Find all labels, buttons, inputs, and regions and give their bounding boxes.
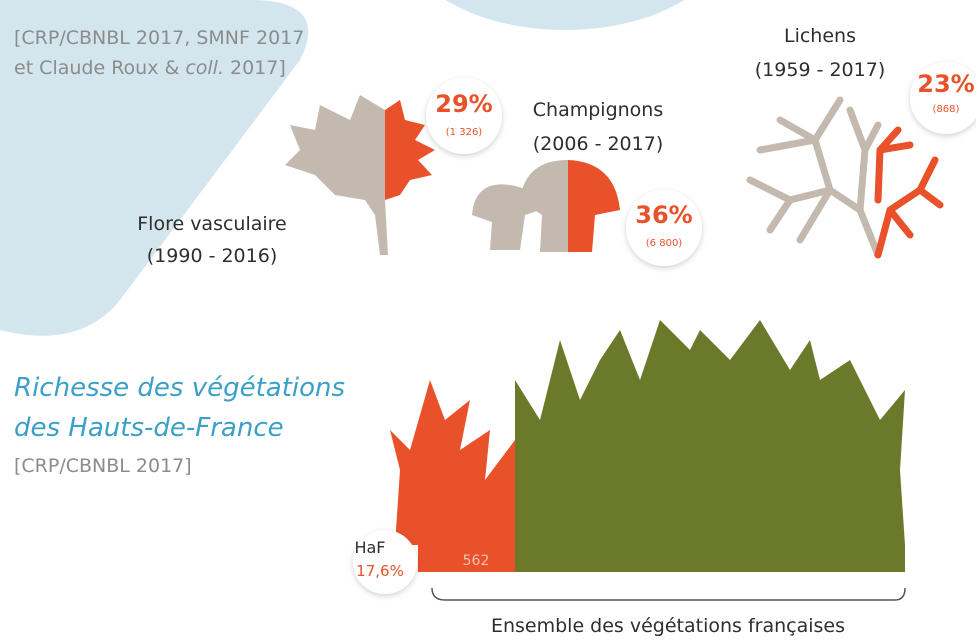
section-title: Richesse des végétations (14, 373, 345, 403)
source-line: [CRP/CBNBL 2017, SMNF 2017 (14, 27, 304, 49)
region-label: HaF (354, 538, 385, 557)
count: (1 326) (446, 127, 483, 138)
section-source: [CRP/CBNBL 2017] (14, 455, 192, 477)
section-title: des Hauts-de-France (14, 413, 284, 443)
total-label: Ensemble des végétations françaises (491, 615, 845, 637)
source-text: et Claude Roux & (14, 57, 179, 79)
lichen-illustration (750, 100, 940, 255)
background-circle (405, 0, 725, 30)
group-name: Lichens (784, 25, 856, 47)
group-name: Champignons (533, 99, 663, 121)
group-period: (2006 - 2017) (533, 133, 663, 155)
flower-illustration (285, 95, 435, 255)
group-name: Flore vasculaire (137, 213, 287, 235)
group-period: (1959 - 2017) (755, 59, 885, 81)
region-percent: 17,6% (356, 562, 404, 580)
mushroom-illustration (472, 160, 620, 252)
percent: 23% (917, 70, 974, 98)
infographic: [CRP/CBNBL 2017, SMNF 2017 et Claude Rou… (0, 0, 976, 642)
percent: 29% (435, 90, 492, 118)
source-text: 2017] (230, 57, 286, 79)
count: (868) (933, 104, 960, 115)
source-italic: coll. (185, 57, 224, 79)
group-period: (1990 - 2016) (147, 245, 277, 267)
background-band (0, 0, 308, 336)
bracket (432, 588, 905, 600)
source-line: et Claude Roux & coll. 2017] (14, 57, 286, 79)
percent: 36% (635, 201, 692, 229)
count: (6 800) (646, 238, 683, 249)
region-count: 562 (463, 553, 490, 569)
vegetation-illustration (390, 320, 905, 572)
